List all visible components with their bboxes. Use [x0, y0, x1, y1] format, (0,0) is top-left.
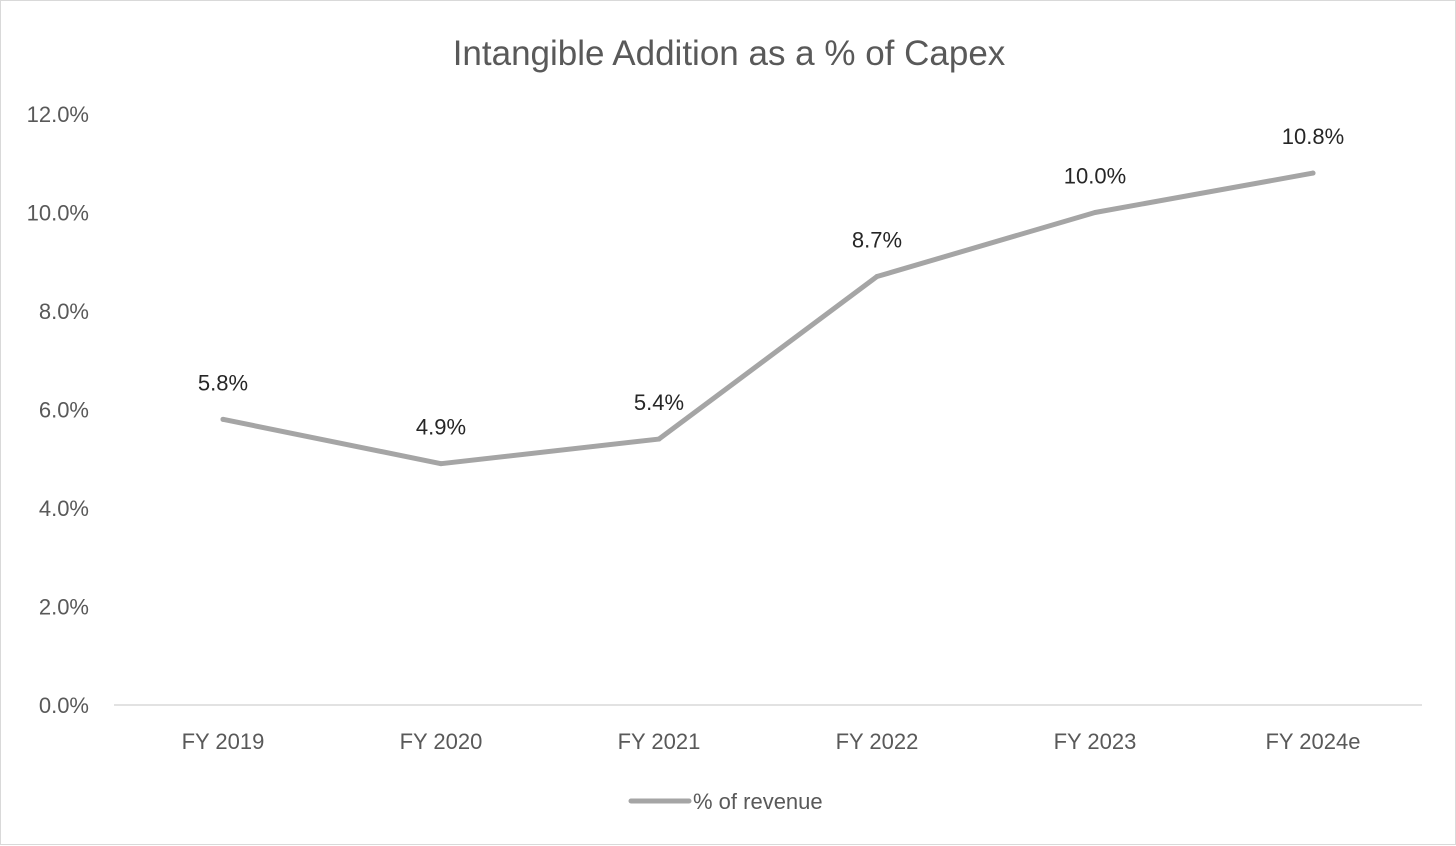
y-tick-label: 12.0% [27, 102, 89, 127]
data-label: 10.8% [1282, 124, 1344, 149]
y-axis-labels: 0.0% 2.0% 4.0% 6.0% 8.0% 10.0% 12.0% [27, 102, 89, 718]
data-label: 10.0% [1064, 164, 1126, 189]
y-tick-label: 0.0% [39, 693, 89, 718]
series-line [220, 170, 1316, 467]
data-label: 8.7% [852, 228, 902, 253]
x-tick-label: FY 2023 [1054, 729, 1137, 754]
legend: % of revenue [628, 789, 823, 814]
data-point [220, 416, 226, 422]
y-tick-label: 4.0% [39, 496, 89, 521]
data-label: 4.9% [416, 415, 466, 440]
data-point [1092, 210, 1098, 215]
legend-label: % of revenue [693, 789, 823, 814]
data-label: 5.8% [198, 370, 248, 395]
x-tick-label: FY 2024e [1265, 729, 1360, 754]
x-tick-label: FY 2021 [618, 729, 701, 754]
y-tick-label: 6.0% [39, 398, 89, 423]
data-label: 5.4% [634, 390, 684, 415]
y-tick-label: 2.0% [39, 595, 89, 620]
y-tick-label: 8.0% [39, 299, 89, 324]
chart-title: Intangible Addition as a % of Capex [453, 34, 1006, 73]
data-point [656, 436, 662, 442]
data-point [874, 274, 880, 280]
x-tick-label: FY 2022 [836, 729, 919, 754]
y-tick-label: 10.0% [27, 201, 89, 226]
series-group [220, 170, 1316, 467]
data-point [1310, 170, 1316, 176]
x-axis: FY 2019 FY 2020 FY 2021 FY 2022 FY 2023 FY 20… [114, 704, 1422, 754]
x-tick-label: FY 2020 [400, 729, 483, 754]
x-tick-label: FY 2019 [182, 729, 265, 754]
data-point [438, 461, 444, 467]
data-labels: 5.8% 4.9% 5.4% 8.7% 10.0% 10.8% [198, 124, 1344, 440]
